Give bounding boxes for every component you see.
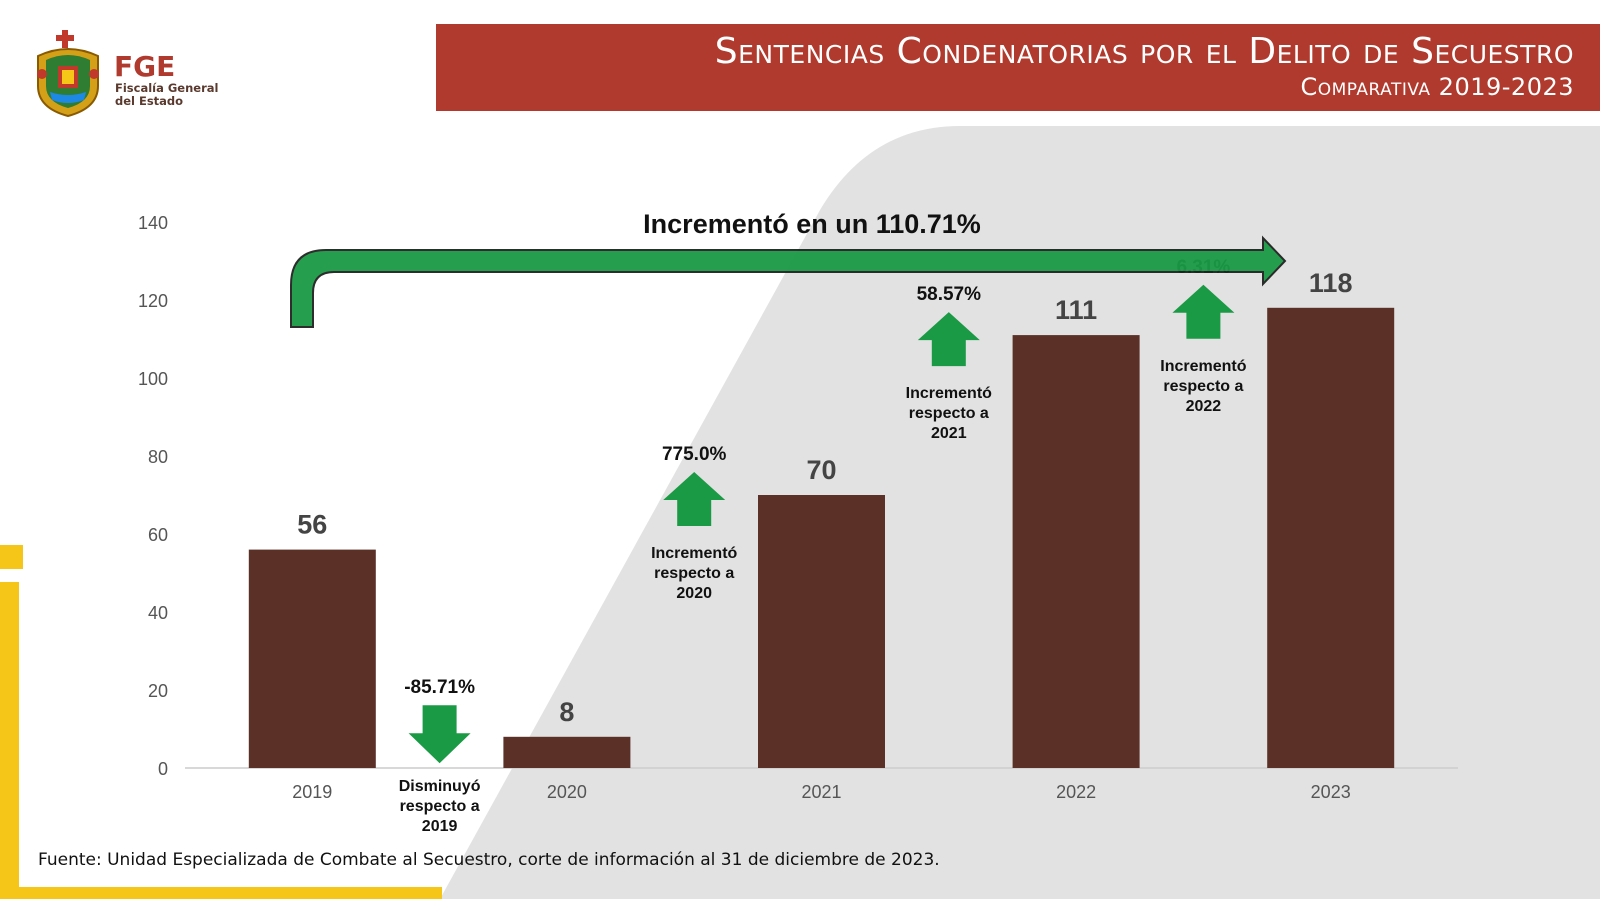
change-note-2023-line3: 2022 <box>1186 398 1222 415</box>
y-tick-label: 40 <box>148 603 168 623</box>
change-note-2023-line1: Incrementó <box>1160 358 1246 375</box>
bar-2020 <box>503 736 631 768</box>
x-tick-label-2021: 2021 <box>801 782 841 802</box>
change-note-2022-line3: 2021 <box>931 425 967 442</box>
value-label-2023: 118 <box>1309 268 1353 298</box>
y-tick-label: 80 <box>148 447 168 467</box>
change-note-2020-line3: 2019 <box>422 818 458 835</box>
y-tick-label: 60 <box>148 525 168 545</box>
org-abbreviation: FGE <box>114 50 176 83</box>
bars: 56 2019 8 2020 70 2021 111 2022 118 2023 <box>248 268 1395 802</box>
page-title: Sentencias Condenatorias por el Delito d… <box>714 31 1574 72</box>
y-tick-label: 20 <box>148 681 168 701</box>
org-name: Fiscalía General del Estado <box>115 82 218 108</box>
page-subtitle: Comparativa 2019-2023 <box>1300 73 1574 101</box>
yellow-accent-bottom <box>0 887 442 899</box>
change-note-2022-line1: Incrementó <box>906 385 992 402</box>
logo: FGE Fiscalía General del Estado <box>28 28 238 123</box>
change-note-2021-line3: 2020 <box>676 585 712 602</box>
y-tick-label: 140 <box>138 213 168 233</box>
change-percent-2020: -85.71% <box>404 677 475 698</box>
value-label-2019: 56 <box>297 510 327 540</box>
coat-of-arms-icon <box>37 30 99 118</box>
change-note-2020-line2: respecto a <box>400 798 480 815</box>
x-tick-label-2019: 2019 <box>292 782 332 802</box>
change-note-2021-line1: Incrementó <box>651 545 737 562</box>
bar-2023 <box>1267 307 1395 768</box>
bar-2019 <box>248 549 376 768</box>
value-label-2021: 70 <box>806 455 836 485</box>
x-tick-label-2020: 2020 <box>547 782 587 802</box>
bar-2022 <box>1012 335 1140 768</box>
y-tick-label: 0 <box>158 759 168 779</box>
change-note-2020-line1: Disminuyó <box>399 778 481 795</box>
up-arrow-icon-2021 <box>663 472 726 526</box>
y-tick-label: 120 <box>138 291 168 311</box>
bar-2021 <box>758 495 885 768</box>
overall-curved-arrow-icon <box>290 235 1287 328</box>
org-name-line1: Fiscalía General <box>115 81 219 95</box>
yellow-accent-top <box>0 545 23 569</box>
org-name-line2: del Estado <box>115 94 184 108</box>
change-note-2022-line2: respecto a <box>909 405 989 422</box>
up-arrow-icon-2023 <box>1172 284 1235 339</box>
x-tick-label-2023: 2023 <box>1311 782 1351 802</box>
x-tick-label-2022: 2022 <box>1056 782 1096 802</box>
down-arrow-icon-2020 <box>408 705 471 764</box>
source-note: Fuente: Unidad Especializada de Combate … <box>38 850 940 870</box>
title-banner: Sentencias Condenatorias por el Delito d… <box>436 24 1600 111</box>
overall-change: Incrementó en un 110.71% <box>290 209 1287 328</box>
value-label-2020: 8 <box>559 697 574 727</box>
change-percent-2021: 775.0% <box>662 444 727 465</box>
change-percent-2022: 58.57% <box>917 284 982 305</box>
value-label-2022: 111 <box>1055 295 1097 325</box>
y-axis: 0 20 40 60 80 100 120 140 <box>138 213 168 779</box>
change-note-2023-line2: respecto a <box>1163 378 1243 395</box>
yellow-accent-left <box>0 582 19 899</box>
y-tick-label: 100 <box>138 369 168 389</box>
up-arrow-icon-2022 <box>917 312 980 367</box>
overall-change-label: Incrementó en un 110.71% <box>643 209 981 239</box>
change-note-2021-line2: respecto a <box>654 565 734 582</box>
